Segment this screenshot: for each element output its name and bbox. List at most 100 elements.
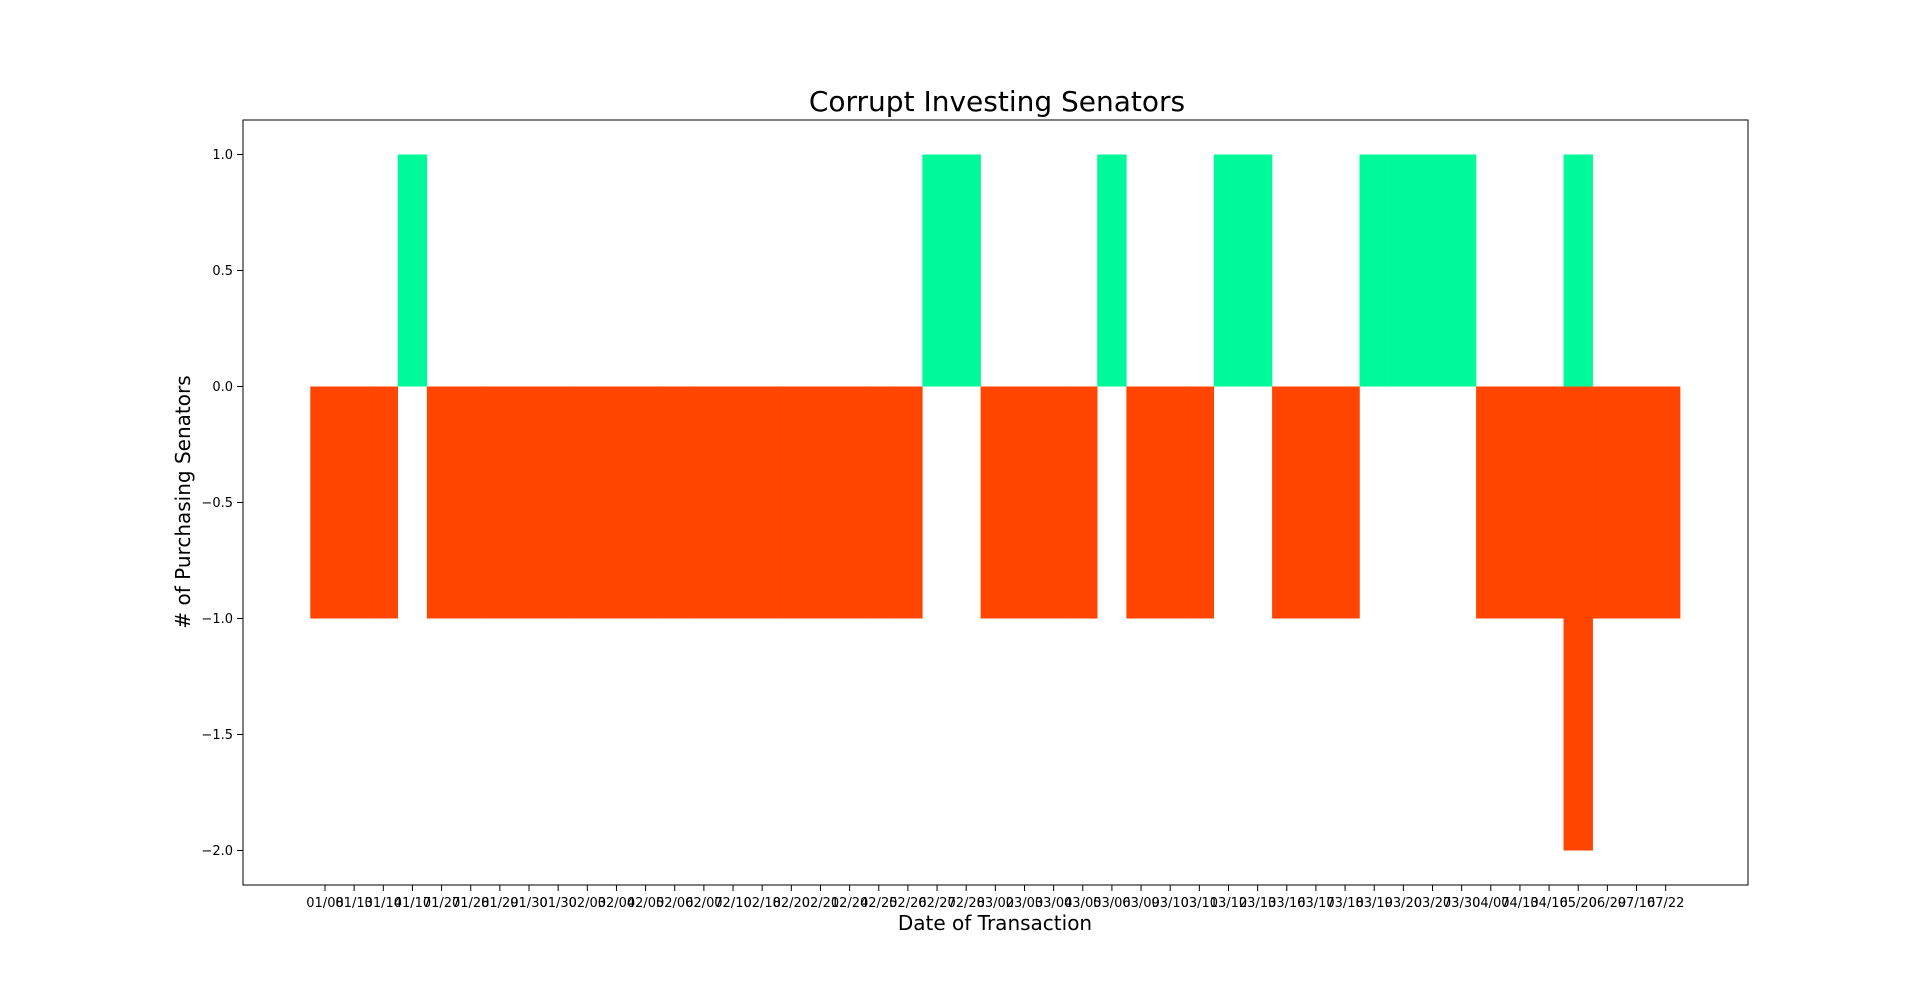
bar-negative-34: [1301, 386, 1331, 619]
x-tick-label: 03/05: [1064, 896, 1101, 911]
x-tick-label: 02/05: [627, 896, 664, 911]
bar-positive-22: [951, 154, 981, 387]
x-tick-label: 03/20: [1385, 896, 1422, 911]
x-tick-label: 03/10: [1151, 896, 1188, 911]
x-tick-label: 02/20: [773, 896, 810, 911]
x-tick-label: 01/30: [539, 896, 576, 911]
bar-negative-12: [660, 386, 690, 619]
x-tick-label: 02/06: [656, 896, 693, 911]
bar-negative-6: [485, 386, 515, 619]
bar-negative-4: [426, 386, 457, 619]
bar-negative-44: [1592, 386, 1623, 619]
bar-negative-7: [514, 386, 544, 619]
x-tick-label: 06/29: [1589, 896, 1626, 911]
y-axis-label: # of Purchasing Senators: [171, 375, 195, 628]
bar-negative-41: [1505, 386, 1535, 619]
x-tick-label: 03/30: [1443, 896, 1480, 911]
y-tick-label: 1.0: [212, 148, 233, 163]
bar-negative-5: [456, 386, 486, 619]
x-tick-label: 02/03: [569, 896, 606, 911]
x-tick-label: 02/07: [685, 896, 722, 911]
x-tick-label: 01/13: [335, 896, 372, 911]
y-tick-label: −1.0: [201, 612, 233, 627]
y-tick-label: −0.5: [201, 496, 233, 511]
x-tick-label: 03/06: [1093, 896, 1130, 911]
x-axis-label: Date of Transaction: [898, 911, 1092, 935]
x-tick-label: 07/22: [1647, 896, 1684, 911]
bar-negative-0: [310, 386, 340, 619]
y-tick-label: 0.5: [212, 264, 233, 279]
x-tick-label: 03/13: [1239, 896, 1276, 911]
bar-positive-37: [1388, 154, 1419, 387]
bar-negative-8: [543, 386, 573, 619]
bar-negative-10: [601, 386, 632, 619]
bar-negative-14: [718, 386, 748, 619]
y-tick-label: −2.0: [201, 844, 233, 859]
x-tick-label: 03/17: [1297, 896, 1334, 911]
bar-negative-18: [834, 386, 865, 619]
bar-positive-38: [1417, 154, 1448, 387]
bar-positive-3: [397, 154, 428, 387]
bar-positive-32: [1242, 154, 1273, 387]
x-tick-label: 03/12: [1210, 896, 1247, 911]
bar-negative-26: [1068, 386, 1098, 619]
x-tick-label: 03/27: [1414, 896, 1451, 911]
x-tick-label: 02/10: [714, 896, 751, 911]
bar-negative-25: [1038, 386, 1069, 619]
bar-positive-21: [922, 154, 952, 387]
x-tick-label: 03/04: [1035, 896, 1072, 911]
bar-negative-13: [689, 386, 719, 619]
bar-negative-28: [1126, 386, 1156, 619]
bar-negative-15: [747, 386, 777, 619]
bar-negative-33: [1272, 386, 1302, 619]
x-tick-label: 05/20: [1560, 896, 1597, 911]
x-tick-label: 03/09: [1122, 896, 1159, 911]
bar-positive-27: [1097, 154, 1127, 387]
bar-negative-17: [805, 386, 836, 619]
x-tick-label: 02/24: [831, 896, 868, 911]
bar-negative-45: [1621, 386, 1652, 619]
x-tick-label: 04/16: [1530, 896, 1567, 911]
x-tick-label: 02/27: [918, 896, 955, 911]
x-tick-label: 01/17: [394, 896, 431, 911]
bar-negative-42: [1534, 386, 1564, 619]
x-tick-label: 03/19: [1355, 896, 1392, 911]
bars-layer: [310, 154, 1681, 851]
x-tick-label: 01/30: [510, 896, 547, 911]
bar-negative-11: [630, 386, 661, 619]
bar-positive-31: [1213, 154, 1244, 387]
bar-negative-9: [572, 386, 603, 619]
bar-positive-43: [1563, 154, 1593, 387]
bar-positive-36: [1359, 154, 1389, 387]
x-axis-ticks: 01/0801/1301/1401/1701/2701/2801/2901/30…: [306, 885, 1684, 911]
bar-negative-29: [1155, 386, 1185, 619]
x-tick-label: 03/03: [1006, 896, 1043, 911]
x-tick-label: 02/28: [947, 896, 984, 911]
bar-negative-2: [368, 386, 398, 619]
x-tick-label: 02/25: [860, 896, 897, 911]
x-tick-label: 03/18: [1326, 896, 1363, 911]
bar-negative-43: [1563, 386, 1593, 851]
bar-negative-46: [1650, 386, 1681, 619]
x-tick-label: 01/27: [423, 896, 460, 911]
bar-negative-1: [339, 386, 369, 619]
bar-negative-19: [864, 386, 894, 619]
bar-negative-23: [980, 386, 1011, 619]
x-tick-label: 03/16: [1268, 896, 1305, 911]
bar-negative-35: [1330, 386, 1360, 619]
x-tick-label: 04/07: [1472, 896, 1509, 911]
x-tick-label: 02/04: [598, 896, 635, 911]
x-tick-label: 03/02: [977, 896, 1014, 911]
bar-negative-16: [776, 386, 807, 619]
x-tick-label: 02/26: [889, 896, 926, 911]
chart-title: Corrupt Investing Senators: [809, 85, 1185, 118]
bar-negative-20: [893, 386, 923, 619]
bar-negative-30: [1184, 386, 1215, 619]
y-axis-ticks: 1.0 0.5 0.0 −0.5 −1.0 −1.5 −2.0: [201, 148, 243, 859]
x-tick-label: 04/13: [1501, 896, 1538, 911]
y-tick-label: −1.5: [201, 728, 233, 743]
bar-positive-39: [1446, 154, 1477, 387]
bar-negative-24: [1009, 386, 1040, 619]
x-tick-label: 01/29: [481, 896, 518, 911]
